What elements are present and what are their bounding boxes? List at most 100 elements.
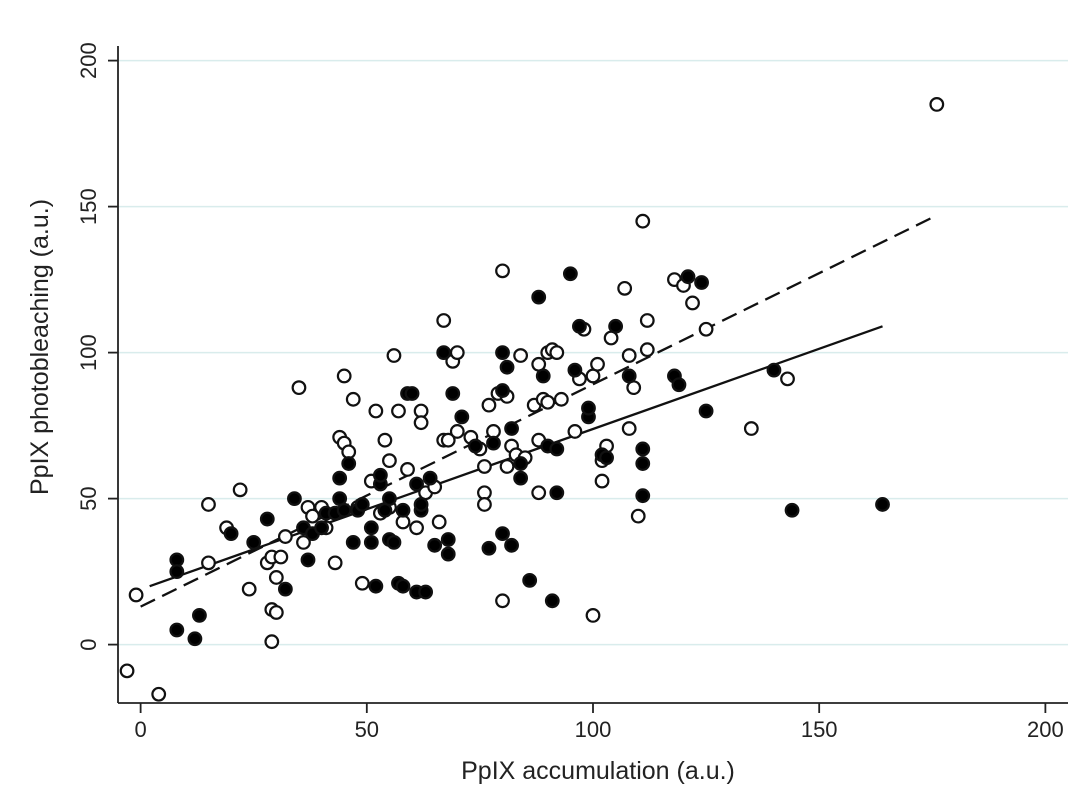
hollow-data-point bbox=[549, 345, 565, 361]
hollow-data-point bbox=[499, 459, 515, 474]
hollow-data-point bbox=[440, 432, 456, 448]
hollow-data-point bbox=[698, 321, 714, 337]
hollow-data-point bbox=[635, 213, 651, 229]
hollow-data-point bbox=[477, 459, 492, 474]
hollow-data-point bbox=[241, 581, 257, 597]
filled-data-point bbox=[368, 578, 384, 594]
filled-data-point bbox=[436, 345, 452, 361]
filled-data-point bbox=[287, 491, 302, 507]
x-axis-label: PpIX accumulation (a.u.) bbox=[461, 757, 735, 785]
filled-data-point bbox=[467, 438, 483, 454]
y-tick-label: 150 bbox=[76, 188, 101, 225]
hollow-data-point bbox=[585, 608, 601, 623]
hollow-data-point bbox=[477, 497, 492, 512]
hollow-data-point bbox=[268, 570, 284, 585]
filled-data-point bbox=[363, 535, 379, 550]
hollow-data-point bbox=[400, 462, 415, 477]
filled-data-point bbox=[440, 532, 456, 547]
filled-data-point bbox=[332, 470, 348, 486]
filled-data-point bbox=[635, 488, 651, 504]
data-points bbox=[119, 96, 945, 702]
filled-data-point bbox=[404, 386, 420, 401]
filled-data-point bbox=[531, 289, 547, 305]
hollow-data-point bbox=[495, 593, 510, 609]
hollow-data-point bbox=[391, 403, 406, 419]
x-tick-label: 50 bbox=[355, 717, 379, 742]
hollow-data-point bbox=[327, 555, 343, 571]
hollow-data-point bbox=[531, 485, 547, 501]
hollow-data-point bbox=[540, 394, 556, 410]
hollow-data-point bbox=[291, 380, 307, 396]
hollow-data-point bbox=[780, 371, 795, 387]
filled-data-point bbox=[386, 535, 402, 550]
filled-data-point bbox=[246, 535, 262, 550]
filled-data-point bbox=[567, 362, 583, 378]
filled-data-point bbox=[549, 441, 565, 457]
tick-marks: 0 50 100 150 200 0 50 100 150 200 bbox=[76, 42, 1064, 742]
hollow-data-point bbox=[639, 313, 655, 328]
filled-data-point bbox=[635, 456, 651, 471]
x-tick-label: 150 bbox=[801, 717, 838, 742]
filled-data-point bbox=[363, 520, 379, 536]
filled-data-point bbox=[635, 441, 651, 457]
filled-data-point bbox=[671, 377, 687, 393]
filled-data-point bbox=[169, 622, 185, 638]
filled-data-point bbox=[277, 581, 293, 597]
filled-data-point bbox=[680, 269, 696, 285]
filled-data-point bbox=[495, 526, 510, 542]
filled-data-point bbox=[336, 502, 352, 518]
filled-data-point bbox=[223, 526, 239, 542]
hollow-data-point bbox=[567, 424, 583, 439]
filled-data-point bbox=[372, 467, 388, 483]
filled-data-point bbox=[694, 275, 709, 290]
hollow-data-point bbox=[305, 508, 320, 524]
y-axis-label: PpIX photobleaching (a.u.) bbox=[26, 199, 54, 495]
filled-data-point bbox=[599, 450, 614, 466]
hollow-data-point bbox=[201, 497, 216, 512]
hollow-data-point bbox=[377, 432, 393, 448]
filled-data-point bbox=[504, 537, 519, 553]
filled-data-point bbox=[495, 383, 510, 398]
y-tick-label: 0 bbox=[76, 638, 101, 650]
hollow-data-point bbox=[639, 342, 655, 358]
gridlines bbox=[118, 59, 1068, 646]
filled-data-point bbox=[445, 386, 461, 401]
hollow-data-point bbox=[553, 391, 569, 407]
filled-data-point bbox=[354, 497, 370, 512]
filled-data-point bbox=[259, 511, 275, 527]
hollow-data-point bbox=[630, 508, 646, 524]
filled-data-point bbox=[192, 608, 207, 623]
hollow-data-point bbox=[386, 348, 402, 363]
hollow-data-point bbox=[413, 415, 429, 431]
filled-data-point bbox=[784, 502, 800, 518]
filled-data-point bbox=[875, 497, 890, 512]
hollow-data-point bbox=[296, 535, 311, 550]
hollow-data-point bbox=[232, 482, 248, 498]
hollow-data-point bbox=[436, 313, 452, 328]
hollow-data-point bbox=[382, 453, 397, 469]
filled-data-point bbox=[504, 421, 519, 436]
filled-data-point bbox=[409, 476, 424, 492]
filled-data-point bbox=[495, 345, 510, 361]
filled-data-point bbox=[608, 318, 624, 334]
filled-data-point bbox=[766, 362, 782, 378]
hollow-data-point bbox=[594, 473, 610, 489]
hollow-data-point bbox=[128, 587, 144, 603]
filled-data-point bbox=[413, 497, 429, 512]
filled-data-point bbox=[300, 552, 316, 568]
filled-data-point bbox=[522, 572, 538, 588]
hollow-data-point bbox=[336, 368, 352, 384]
hollow-data-point bbox=[345, 391, 361, 407]
filled-data-point bbox=[581, 400, 596, 416]
y-tick-label: 200 bbox=[76, 42, 101, 79]
filled-data-point bbox=[549, 485, 565, 501]
y-tick-label: 100 bbox=[76, 334, 101, 371]
filled-data-point bbox=[427, 537, 443, 553]
filled-data-point bbox=[418, 584, 434, 600]
filled-data-point bbox=[345, 535, 361, 550]
hollow-data-point bbox=[513, 348, 529, 363]
hollow-data-point bbox=[617, 280, 633, 296]
hollow-data-point bbox=[119, 663, 135, 679]
hollow-data-point bbox=[929, 96, 945, 112]
